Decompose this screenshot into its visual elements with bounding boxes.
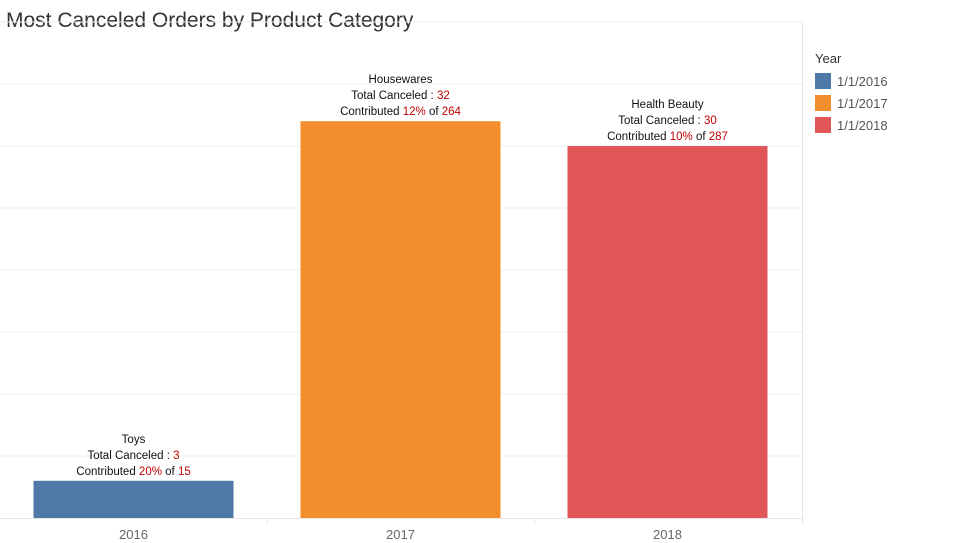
bar-category-name: Health Beauty [631, 99, 703, 111]
legend-item[interactable]: 1/1/2018 [815, 114, 955, 136]
legend-item[interactable]: 1/1/2017 [815, 92, 955, 114]
bar-labels: Toys Total Canceled : 3 Contributed 20% of… [76, 74, 728, 478]
bar-contribution: Contributed 10% of 287 [607, 131, 728, 143]
chart-title: Most Canceled Orders by Product Category [6, 9, 414, 32]
bar-2018[interactable] [567, 146, 768, 518]
legend-swatch [815, 73, 831, 89]
bar-2017[interactable] [300, 121, 501, 518]
x-tick-2018: 2018 [653, 527, 682, 542]
x-tick-2017: 2017 [386, 527, 415, 542]
legend-title: Year [815, 51, 842, 66]
x-tick-2016: 2016 [119, 527, 148, 542]
bar-label-2017: Housewares Total Canceled : 32 Contributed… [340, 74, 461, 118]
bar-label-2016: Toys Total Canceled : 3 Contributed 20% of… [76, 434, 190, 478]
legend-items: 1/1/2016 1/1/2017 1/1/2018 [815, 70, 955, 136]
legend-item[interactable]: 1/1/2016 [815, 70, 955, 92]
bar-total-canceled: Total Canceled : 30 [618, 115, 716, 127]
legend-swatch [815, 117, 831, 133]
legend-label: 1/1/2016 [837, 73, 888, 89]
legend-label: 1/1/2017 [837, 95, 888, 111]
bar-2016[interactable] [33, 480, 234, 518]
bar-label-2018: Health Beauty Total Canceled : 30 Contribu… [607, 99, 728, 143]
bar-contribution: Contributed 12% of 264 [340, 106, 461, 118]
legend-swatch [815, 95, 831, 111]
bar-total-canceled: Total Canceled : 32 [351, 90, 449, 102]
bar-category-name: Housewares [369, 74, 433, 86]
legend-label: 1/1/2018 [837, 117, 888, 133]
bars [33, 121, 768, 518]
x-axis-ticks: 2016 2017 2018 [119, 527, 682, 542]
legend: Year 1/1/2016 1/1/2017 1/1/2018 [815, 51, 955, 136]
bar-contribution: Contributed 20% of 15 [76, 466, 190, 478]
bar-category-name: Toys [122, 434, 146, 446]
bar-total-canceled: Total Canceled : 3 [87, 450, 179, 462]
